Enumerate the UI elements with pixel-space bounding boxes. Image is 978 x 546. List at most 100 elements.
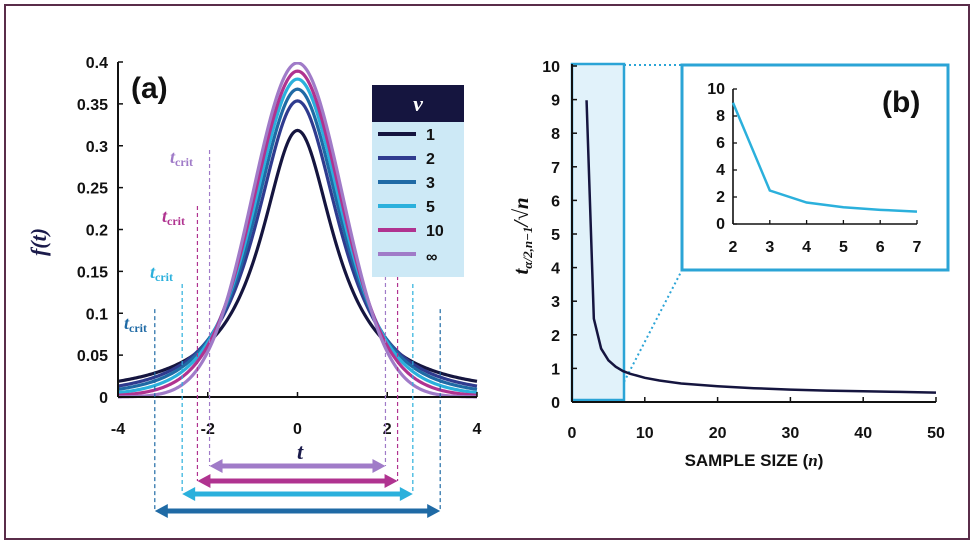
figure-canvas: -4 -2 0 2 4 00.050.10.150.20.250.30.350.4 (a… (26, 55, 950, 518)
panel-b-x-tick-label-0: 0 (568, 425, 577, 442)
density-curve-1 (117, 99, 478, 388)
panel-a-x-ticks: -4 -2 0 2 4 (111, 392, 482, 438)
inset-x-tick-label-5: 7 (913, 239, 922, 256)
panel-b-label: (b) (882, 86, 920, 119)
panel-a-x-axis-title: t (297, 439, 304, 464)
zoom-connector-bottom (623, 269, 683, 383)
panel-b-y-tick-label-6: 6 (551, 193, 560, 210)
inset-y-tick-label-2: 4 (716, 162, 725, 179)
panel-b-x-tick-label-2: 20 (709, 425, 727, 442)
panel-b-y-tick-label-10: 10 (542, 59, 560, 76)
inset-x-tick-label-1: 3 (765, 239, 774, 256)
panel-a-y-tick-label-6: 0.3 (86, 139, 108, 156)
panel-a-y-tick-label-5: 0.25 (77, 181, 108, 198)
panel-a-y-tick-label-1: 0.05 (77, 348, 108, 365)
panel-a-y-tick-label-4: 0.2 (86, 223, 108, 240)
legend-title: ν (413, 91, 423, 116)
legend-items: 1 2 3 5 10 ∞ (378, 127, 444, 266)
legend: ν 1 2 3 5 10 ∞ (372, 85, 464, 277)
inset-y-tick-label-3: 6 (716, 135, 725, 152)
panel-b-y-axis-title-sub: α/2,n−1 (520, 227, 535, 269)
panel-b-x-tick-label-3: 30 (782, 425, 800, 442)
tcrit-label-df3-sub: crit (129, 321, 147, 335)
tcrit-label-df10-sub: crit (167, 214, 185, 228)
panel-a-y-axis-title: f(t) (26, 228, 51, 256)
legend-label-3: 5 (426, 199, 435, 216)
tcrit-label-df3-t: t (124, 313, 130, 333)
interval-arrow-head-right-1 (399, 487, 413, 501)
panel-b-x-axis-title-text: SAMPLE SIZE ( (685, 451, 809, 470)
legend-body (372, 122, 464, 277)
inset-series-line (731, 102, 918, 213)
inset-x-tick-label-4: 6 (876, 239, 885, 256)
panel-a-y-ticks: 0 0.05 0.1 0.15 0.2 0.25 0.3 0.35 0.4 (77, 55, 123, 407)
density-curve-0 (117, 128, 478, 383)
inset-x-tick-label-3: 5 (839, 239, 848, 256)
panel-a-y-tick-label-0: 0 (99, 390, 108, 407)
legend-label-5: ∞ (426, 249, 437, 266)
panel-b-y-axis-title-tail: /√n (509, 197, 533, 228)
panel-b-y-tick-label-0: 0 (551, 395, 560, 412)
density-curve-4 (117, 69, 478, 397)
interval-arrow-head-left-2 (197, 474, 211, 488)
interval-arrow-head-left-0 (154, 504, 168, 518)
panel-a-y-tick-label-3: 0.15 (77, 264, 108, 281)
panel-a-x-tick-label-1: -2 (201, 421, 215, 438)
interval-arrow-head-right-0 (427, 504, 441, 518)
panel-a-y-tick-label-2: 0.1 (86, 306, 108, 323)
tcrit-label-df5: tcrit (150, 262, 173, 284)
legend-header (372, 85, 464, 122)
panel-b-y-tick-label-3: 3 (551, 294, 560, 311)
panel-b-y-tick-label-2: 2 (551, 328, 560, 345)
legend-label-0: 1 (426, 127, 435, 144)
panel-a-y-tick-label-7: 0.35 (77, 97, 108, 114)
inset-y-tick-label-1: 2 (716, 189, 725, 206)
panel-b-series-line (585, 100, 937, 394)
panel-b-y-tick-label-8: 8 (551, 126, 560, 143)
legend-label-2: 3 (426, 175, 435, 192)
panel-b-y-tick-label-4: 4 (551, 261, 560, 278)
inset-x-tick-label-2: 4 (802, 239, 811, 256)
panel-a-x-tick-label-4: 4 (473, 421, 482, 438)
panel-b-x-axis-title-close: ) (818, 451, 824, 470)
panel-b-y-tick-label-7: 7 (551, 160, 560, 177)
inset-y-tick-label-0: 0 (716, 216, 725, 233)
interval-arrow-head-left-1 (182, 487, 196, 501)
panel-a-label: (a) (131, 72, 168, 105)
panel-b-x-axis-title: SAMPLE SIZE (n) (685, 451, 824, 470)
density-curve-5 (117, 62, 478, 399)
interval-arrow-head-right-2 (384, 474, 398, 488)
panel-b-x-axis-title-var: n (808, 451, 817, 470)
interval-arrow-head-left-3 (209, 459, 223, 473)
panel-b-y-axis-title-main: t (509, 268, 533, 275)
panel-b-y-tick-label-5: 5 (551, 227, 560, 244)
highlight-region (570, 62, 626, 402)
tcrit-label-inf: tcrit (170, 147, 193, 169)
panel-a-y-tick-label-8: 0.4 (86, 55, 108, 72)
tcrit-label-df10: tcrit (162, 206, 185, 228)
legend-label-4: 10 (426, 223, 444, 240)
inset-y-ticks: 0 2 4 6 8 10 (707, 81, 737, 233)
panel-a: -4 -2 0 2 4 0 0.05 0.1 0.15 0.2 0.25 0.3 0.35 0.4 (a… (26, 55, 482, 518)
tcrit-label-inf-t: t (170, 147, 176, 167)
tcrit-labels: tcrit tcrit tcrit tcrit (124, 147, 193, 335)
panel-b-x-tick-label-1: 10 (636, 425, 654, 442)
panel-b-x-tick-label-4: 40 (854, 425, 872, 442)
inset-x-tick-label-0: 2 (729, 239, 738, 256)
panel-a-curves (117, 62, 478, 399)
panel-b-y-ticks: 0 1 2 3 4 5 6 7 8 9 10 (542, 59, 577, 412)
panel-b-y-tick-label-9: 9 (551, 93, 560, 110)
panel-a-x-tick-label-2: 0 (293, 421, 302, 438)
panel-b-x-ticks: 0 10 20 30 40 50 (568, 397, 945, 442)
tcrit-label-inf-sub: crit (175, 155, 193, 169)
panel-a-x-tick-label-3: 2 (383, 421, 392, 438)
tcrit-label-df5-t: t (150, 262, 156, 282)
panel-b-x-tick-label-5: 50 (927, 425, 945, 442)
inset-y-tick-label-4: 8 (716, 108, 725, 125)
interval-arrow-head-right-3 (372, 459, 386, 473)
figure-frame: -4 -2 0 2 4 0 0.05 0.1 0.15 0.2 0.25 0.3 0.35 0.4 (a… (4, 4, 970, 540)
tcrit-label-df3: tcrit (124, 313, 147, 335)
density-curve-3 (117, 77, 478, 395)
